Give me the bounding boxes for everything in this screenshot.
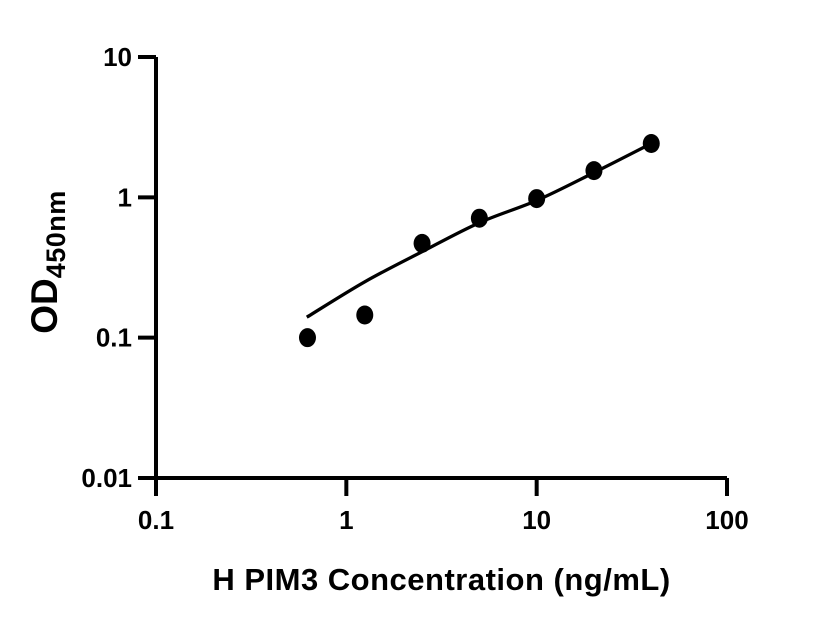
y-axis-title-main: OD xyxy=(24,278,65,334)
data-point xyxy=(356,305,374,325)
y-tick-label-0.01: 0.01 xyxy=(81,463,132,493)
x-tick-label-0.1: 0.1 xyxy=(138,505,174,535)
x-axis-title: H PIM3 Concentration (ng/mL) xyxy=(212,562,671,597)
y-axis-title: OD450nm xyxy=(24,190,72,334)
data-point xyxy=(298,328,316,348)
data-point xyxy=(470,208,488,228)
y-tick-label-0.1: 0.1 xyxy=(96,323,132,353)
data-point xyxy=(413,233,431,253)
x-tick-label-100: 100 xyxy=(705,505,748,535)
data-point xyxy=(528,189,546,209)
y-axis-title-subscript: 450nm xyxy=(41,190,71,279)
x-tick-label-1: 1 xyxy=(339,505,353,535)
data-point xyxy=(585,161,603,181)
y-tick-label-1: 1 xyxy=(118,182,132,212)
data-point xyxy=(642,133,660,153)
y-tick-label-10: 10 xyxy=(103,42,132,72)
x-tick-label-10: 10 xyxy=(522,505,551,535)
